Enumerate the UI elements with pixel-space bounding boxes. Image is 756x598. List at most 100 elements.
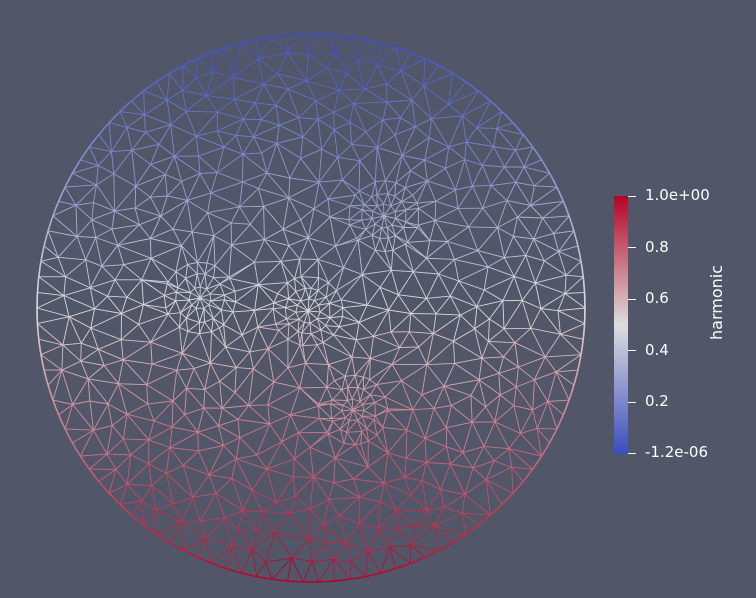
mesh-edge xyxy=(376,119,384,148)
mesh-edge xyxy=(101,265,116,281)
mesh-edge xyxy=(372,205,378,212)
mesh-edge xyxy=(309,508,325,526)
mesh-edge xyxy=(213,318,224,326)
mesh-edge xyxy=(257,326,269,349)
mesh-edge xyxy=(344,443,356,446)
mesh-edge xyxy=(482,200,508,209)
mesh-edge xyxy=(446,446,464,454)
mesh-edge xyxy=(119,111,145,116)
mesh-edge xyxy=(326,68,340,91)
mesh-edge xyxy=(352,409,363,417)
mesh-edge xyxy=(267,404,291,416)
mesh-edge xyxy=(149,196,162,217)
mesh-edge xyxy=(40,354,63,371)
mesh-edge xyxy=(401,155,411,171)
mesh-edge xyxy=(106,453,131,456)
mesh-edge xyxy=(363,204,374,212)
mesh-edge xyxy=(483,266,489,290)
mesh-edge xyxy=(166,180,182,197)
mesh-edge xyxy=(329,307,344,319)
mesh-edge xyxy=(401,380,423,396)
mesh-edge xyxy=(107,295,127,298)
mesh-edge xyxy=(239,423,270,439)
mesh-edge xyxy=(335,51,358,61)
mesh-edge xyxy=(126,413,155,422)
mesh-edge xyxy=(290,414,320,419)
mesh-edge xyxy=(204,362,211,390)
mesh-edge xyxy=(426,507,444,511)
mesh-edge xyxy=(392,235,396,251)
mesh-edge xyxy=(508,448,542,457)
mesh-edge xyxy=(326,542,335,560)
mesh-edge xyxy=(198,156,201,174)
mesh-edge xyxy=(185,111,197,137)
mesh-edge xyxy=(402,154,425,161)
mesh-edge xyxy=(267,381,275,406)
mesh-edge xyxy=(150,215,162,239)
mesh-edge xyxy=(484,275,515,291)
mesh-edge xyxy=(258,58,278,75)
mesh-edge xyxy=(374,415,384,428)
mesh-edge xyxy=(150,238,152,259)
mesh-edge xyxy=(171,400,174,428)
mesh-edge xyxy=(76,219,93,237)
mesh-edge xyxy=(395,510,399,528)
mesh-edge xyxy=(209,362,221,382)
mesh-edge xyxy=(297,322,305,332)
mesh-edge xyxy=(123,438,132,456)
mesh-edge xyxy=(287,339,301,346)
mesh-edge xyxy=(254,260,281,263)
mesh-edge xyxy=(416,203,420,209)
mesh-edge xyxy=(123,438,149,441)
mesh-edge xyxy=(210,294,225,302)
mesh-edge xyxy=(459,314,476,330)
mesh-edge xyxy=(323,524,348,544)
mesh-edge xyxy=(427,180,456,191)
mesh-edge xyxy=(276,125,280,144)
mesh-edge xyxy=(176,291,191,294)
mesh-edge xyxy=(343,432,348,444)
mesh-edge xyxy=(374,238,381,251)
mesh-edge xyxy=(426,298,437,315)
mesh-edge xyxy=(263,206,284,230)
mesh-edge xyxy=(390,201,402,207)
mesh-edge xyxy=(199,297,205,309)
mesh-edge xyxy=(338,72,347,91)
mesh-edge xyxy=(555,369,578,373)
mesh-edge xyxy=(424,427,447,439)
mesh-edge xyxy=(525,238,535,256)
mesh-edge xyxy=(448,115,463,148)
mesh-edge xyxy=(438,259,455,275)
mesh-edge xyxy=(433,408,447,428)
mesh-edge xyxy=(364,39,379,66)
mesh-edge xyxy=(155,509,181,523)
mesh-edge xyxy=(457,185,473,209)
mesh-edge xyxy=(208,304,222,311)
mesh-edge xyxy=(199,297,211,302)
mesh-edge xyxy=(196,130,218,137)
mesh-edge xyxy=(297,331,301,346)
mesh-edge xyxy=(523,146,534,168)
mesh-edge xyxy=(434,201,437,221)
mesh-edge xyxy=(440,463,451,490)
mesh-edge xyxy=(205,71,214,96)
mesh-edge xyxy=(553,230,574,235)
mesh-edge xyxy=(448,81,467,105)
mesh-edge xyxy=(318,399,333,405)
mesh-edge xyxy=(242,152,262,155)
mesh-edge xyxy=(309,477,314,510)
mesh-edge xyxy=(52,215,78,237)
mesh-edge xyxy=(93,184,97,203)
mesh-edge xyxy=(103,359,124,366)
mesh-edge xyxy=(352,103,367,133)
mesh-edge xyxy=(176,353,183,371)
mesh-edge xyxy=(287,33,304,54)
mesh-edge xyxy=(63,287,91,297)
mesh-edge xyxy=(482,207,498,228)
mesh-edge xyxy=(302,118,319,138)
mesh-edge xyxy=(508,448,533,470)
mesh-edge xyxy=(474,328,489,342)
mesh-edge xyxy=(158,124,172,145)
